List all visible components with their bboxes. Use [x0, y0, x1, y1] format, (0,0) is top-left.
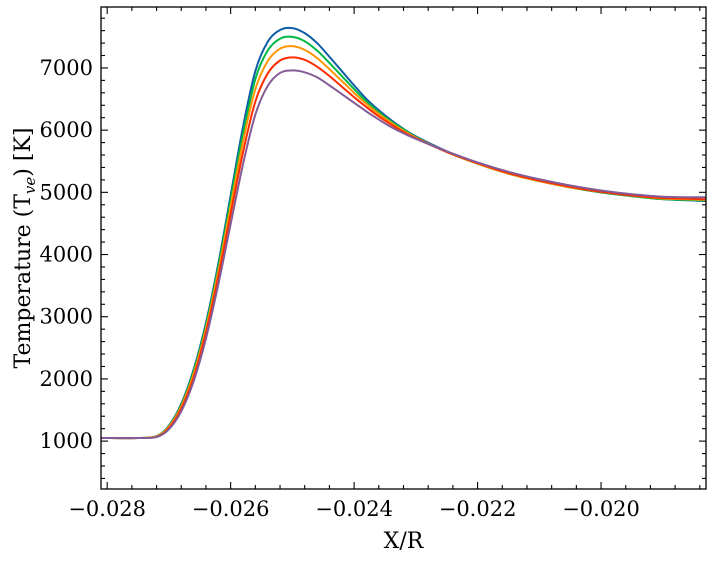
y-tick-label: 1000 [40, 429, 93, 453]
x-axis-label: X/R [384, 529, 425, 554]
y-tick-label: 4000 [40, 243, 93, 267]
y-axis-label-main: Temperature (T [11, 194, 36, 369]
plot-frame [100, 6, 707, 490]
ticks-layer: −0.028 −0.026 −0.024 −0.022 −0.020 1000 2000 30… [40, 7, 706, 521]
series-line-3 [100, 45, 707, 440]
y-tick-label: 2000 [40, 367, 93, 391]
x-tick-label: −0.022 [439, 497, 517, 521]
y-tick-label: 5000 [40, 180, 93, 204]
series-line-5 [100, 69, 707, 440]
y-axis-label-unit: ) [K] [11, 128, 36, 177]
series-layer [100, 26, 707, 440]
x-tick-label: −0.028 [68, 497, 146, 521]
x-tick-label: −0.026 [192, 497, 270, 521]
x-tick-label: −0.024 [315, 497, 393, 521]
y-axis-label: Temperature (Tve) [K] [11, 128, 39, 369]
y-tick-label: 7000 [40, 56, 93, 80]
y-tick-label: 6000 [40, 118, 93, 142]
series-line-4 [100, 56, 707, 440]
y-tick-label: 3000 [40, 305, 93, 329]
x-tick-label: −0.020 [562, 497, 640, 521]
y-axis-label-subscript: ve [21, 177, 39, 194]
